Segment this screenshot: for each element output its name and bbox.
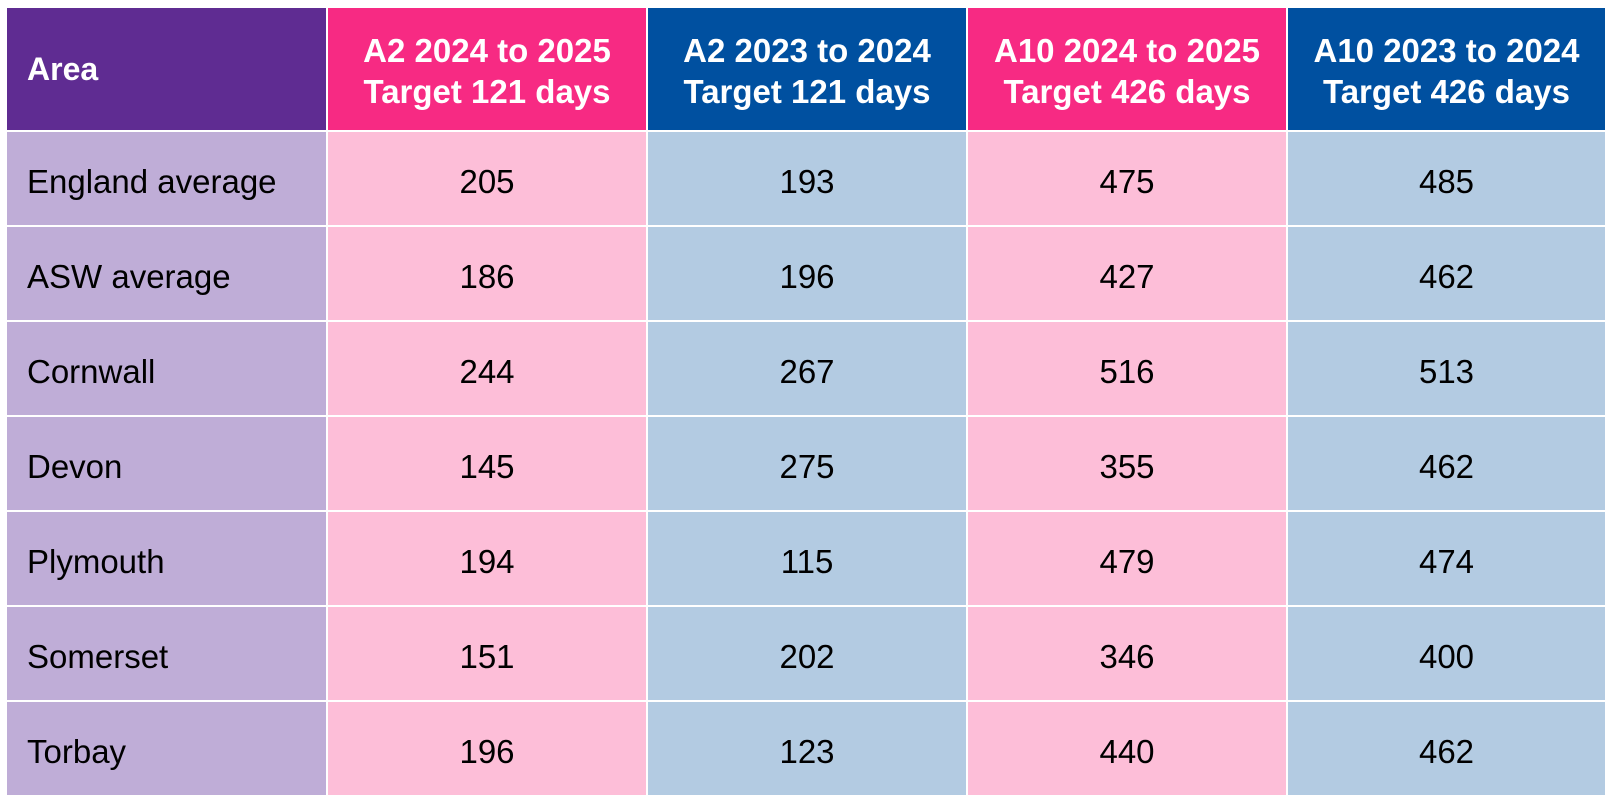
table-cell-a2-2023-2024: 267 [648,322,966,415]
table-cell-area: Plymouth [7,512,326,605]
table-cell-a10-2023-2024: 513 [1288,322,1605,415]
table-cell-a2-2023-2024: 202 [648,607,966,700]
header-a2-2023-2024: A2 2023 to 2024 Target 121 days [648,8,966,130]
header-label-line2: Target 426 days [1322,73,1571,110]
table-cell-a10-2023-2024: 474 [1288,512,1605,605]
table-cell-a10-2023-2024: 462 [1288,227,1605,320]
header-label-line1: A10 2024 to 2025 [993,32,1260,69]
table-cell-a2-2024-2025: 244 [328,322,646,415]
table-cell-area: Somerset [7,607,326,700]
header-label-line1: A2 2024 to 2025 [363,32,611,69]
header-label-line2: Target 121 days [683,73,931,110]
table-cell-area: Devon [7,417,326,510]
table-cell-area: Torbay [7,702,326,795]
table-cell-a2-2024-2025: 186 [328,227,646,320]
table-cell-a2-2023-2024: 196 [648,227,966,320]
header-a10-2024-2025: A10 2024 to 2025 Target 426 days [968,8,1286,130]
table-cell-a10-2024-2025: 516 [968,322,1286,415]
header-label-line1: A10 2023 to 2024 [1313,32,1580,69]
table-cell-a2-2024-2025: 145 [328,417,646,510]
table-cell-a10-2023-2024: 462 [1288,702,1605,795]
table-cell-a10-2024-2025: 427 [968,227,1286,320]
table-cell-a2-2024-2025: 151 [328,607,646,700]
data-table: Area A2 2024 to 2025 Target 121 days A2 … [7,8,1605,807]
header-a2-2024-2025: A2 2024 to 2025 Target 121 days [328,8,646,130]
table-cell-a2-2023-2024: 123 [648,702,966,795]
header-label-line2: Target 426 days [1003,73,1251,110]
header-label-line2: Target 121 days [363,73,611,110]
header-label-line1: A2 2023 to 2024 [683,32,931,69]
table-cell-area: Cornwall [7,322,326,415]
table-cell-a2-2024-2025: 194 [328,512,646,605]
table-cell-a10-2024-2025: 479 [968,512,1286,605]
table-cell-area: England average [7,132,326,225]
table-cell-area: ASW average [7,227,326,320]
header-a10-2023-2024: A10 2023 to 2024 Target 426 days [1288,8,1605,130]
table-cell-a10-2024-2025: 355 [968,417,1286,510]
table-cell-a10-2024-2025: 440 [968,702,1286,795]
table-cell-a2-2023-2024: 193 [648,132,966,225]
table-cell-a2-2023-2024: 275 [648,417,966,510]
table-cell-a10-2023-2024: 462 [1288,417,1605,510]
table-cell-a10-2023-2024: 485 [1288,132,1605,225]
header-area: Area [7,8,326,130]
header-area-label: Area [27,50,99,87]
table-cell-a10-2024-2025: 346 [968,607,1286,700]
table-cell-a2-2023-2024: 115 [648,512,966,605]
table-cell-a10-2023-2024: 400 [1288,607,1605,700]
table-cell-a2-2024-2025: 205 [328,132,646,225]
table-cell-a2-2024-2025: 196 [328,702,646,795]
table-cell-a10-2024-2025: 475 [968,132,1286,225]
